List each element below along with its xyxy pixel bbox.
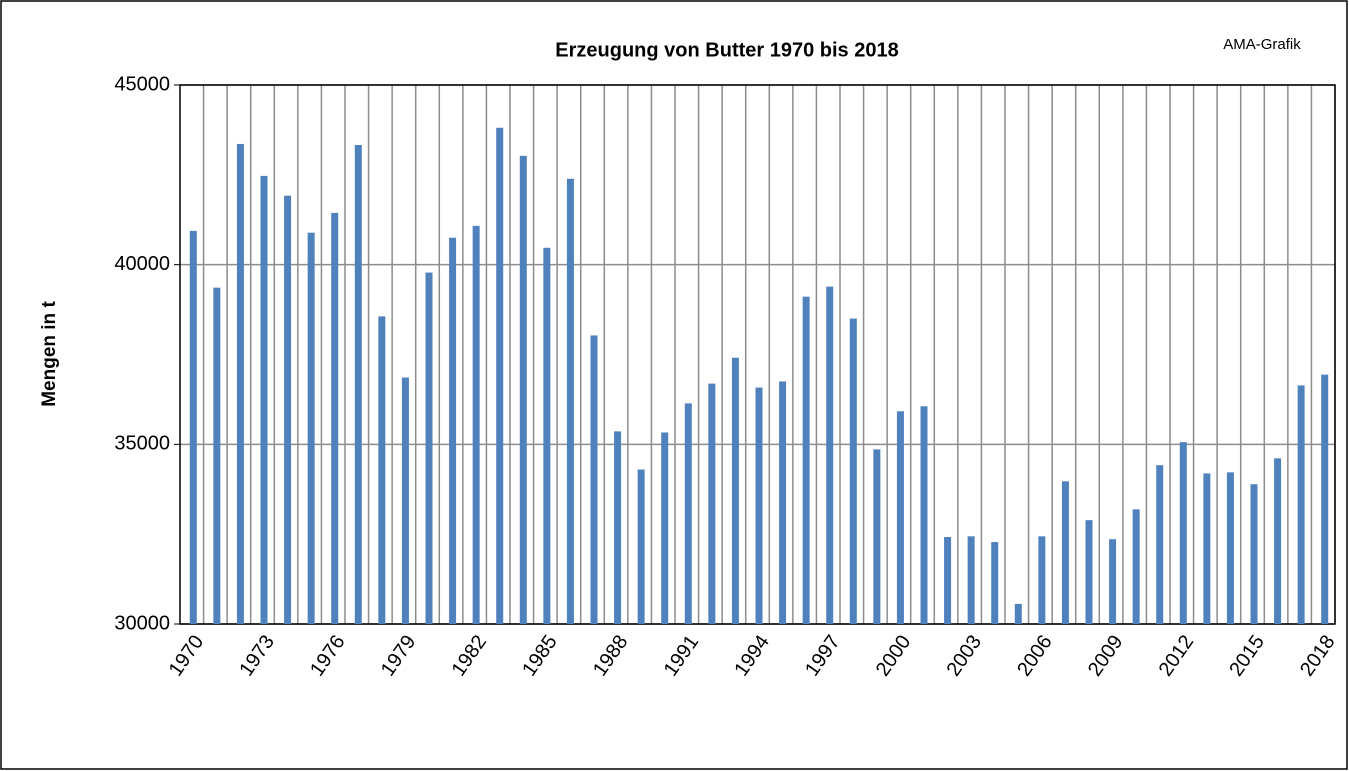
bar [1014, 603, 1022, 624]
bar [944, 537, 952, 624]
bar [496, 127, 504, 624]
bar [684, 403, 692, 624]
bar [1274, 458, 1282, 624]
bar [779, 381, 787, 624]
bar [284, 195, 292, 624]
bar [425, 272, 433, 624]
bar [731, 357, 739, 624]
bar [1085, 520, 1093, 624]
y-tick-label: 35000 [114, 433, 170, 455]
bar [1203, 473, 1211, 624]
annotation: AMA-Grafik [1223, 36, 1301, 53]
chart-title: Erzeugung von Butter 1970 bis 2018 [555, 39, 898, 61]
bar [991, 542, 999, 624]
y-tick-label: 45000 [114, 73, 170, 95]
y-tick-label: 40000 [114, 253, 170, 275]
bar [920, 406, 928, 624]
bar [614, 431, 622, 624]
bar [1132, 509, 1140, 624]
bar [1179, 442, 1187, 624]
bar [826, 286, 834, 624]
bar [967, 536, 975, 624]
bar [260, 175, 268, 625]
bar [519, 155, 527, 624]
bar [449, 237, 457, 624]
bar [849, 318, 857, 624]
bar [1061, 481, 1069, 624]
bar [590, 335, 598, 624]
bar [307, 232, 315, 624]
bar [189, 230, 197, 624]
bar [472, 225, 480, 624]
bar [1226, 472, 1234, 624]
bar [637, 469, 645, 624]
bar [236, 143, 244, 624]
bar [1109, 539, 1117, 624]
bar [378, 316, 386, 624]
y-axis-label: Mengen in t [39, 301, 60, 407]
bar [802, 296, 810, 624]
bar [566, 178, 574, 624]
bar [1038, 536, 1046, 624]
bar [1297, 385, 1305, 624]
bar [661, 432, 669, 624]
bar [354, 145, 362, 624]
bar [331, 212, 339, 624]
bar [873, 449, 881, 624]
bar [896, 411, 904, 624]
bar [401, 377, 409, 624]
bar [708, 383, 716, 624]
bar [1156, 465, 1164, 624]
bar [213, 287, 221, 624]
y-tick-label: 30000 [114, 612, 170, 634]
bar [1321, 374, 1329, 624]
bar [543, 247, 551, 624]
bar [755, 387, 763, 624]
bar [1250, 484, 1258, 624]
